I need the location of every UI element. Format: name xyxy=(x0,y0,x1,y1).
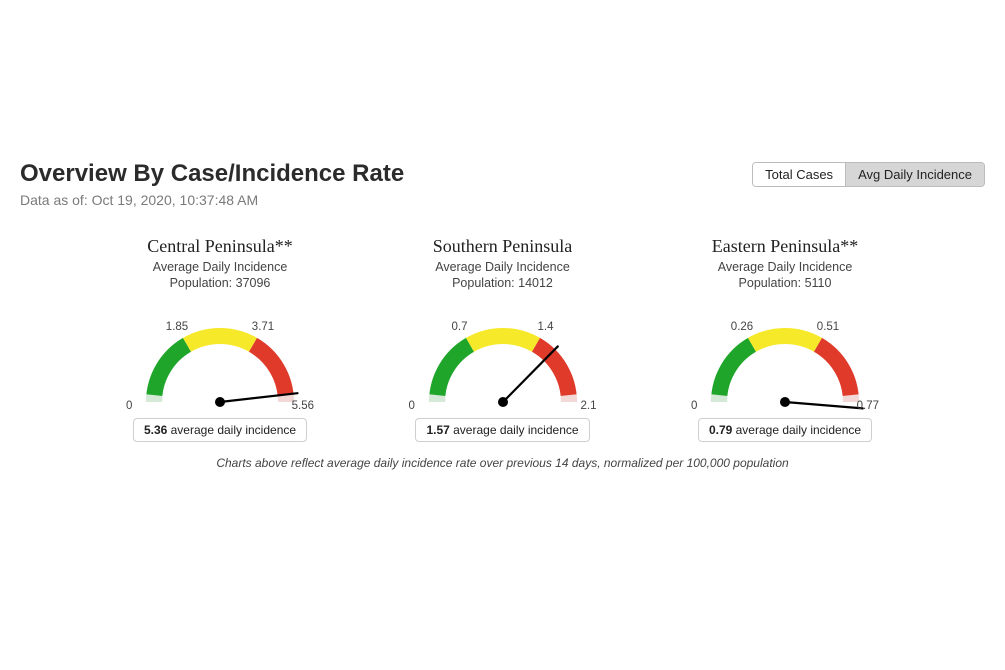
gauge-value-box: 1.57 average daily incidence xyxy=(415,418,589,442)
gauge-subtitle: Average Daily Incidence Population: 1401… xyxy=(435,259,570,292)
gauge-value: 5.36 xyxy=(144,423,167,437)
footnote: Charts above reflect average daily incid… xyxy=(20,456,985,470)
dashboard-panel: Overview By Case/Incidence Rate Data as … xyxy=(0,0,1005,670)
gauge-title: Central Peninsula** xyxy=(147,236,292,257)
gauge-tick-label: 0.51 xyxy=(817,321,839,333)
gauge-subtitle: Average Daily Incidence Population: 3709… xyxy=(153,259,288,292)
gauge-tick-label: 0 xyxy=(691,400,697,412)
gauge-sub-line1: Average Daily Incidence xyxy=(153,260,288,274)
gauge-tick-label: 0.26 xyxy=(731,321,753,333)
gauge-southern: Southern Peninsula Average Daily Inciden… xyxy=(373,236,633,442)
gauge-value: 0.79 xyxy=(709,423,732,437)
gauge-tick-label: 5.56 xyxy=(292,400,314,412)
gauge-tick-label: 2.1 xyxy=(581,400,597,412)
gauge-value-suffix: average daily incidence xyxy=(450,423,579,437)
gauge-central: Central Peninsula** Average Daily Incide… xyxy=(90,236,350,442)
gauge-pop-label: Population: xyxy=(452,276,518,290)
as-of-prefix: Data as of: xyxy=(20,192,92,208)
gauge-value-suffix: average daily incidence xyxy=(167,423,296,437)
gauge-tick-label: 0 xyxy=(126,400,132,412)
as-of-line: Data as of: Oct 19, 2020, 10:37:48 AM xyxy=(20,192,404,208)
toggle-total-cases[interactable]: Total Cases xyxy=(753,163,845,186)
gauge-pop-value: 14012 xyxy=(518,276,553,290)
gauge-value-box: 0.79 average daily incidence xyxy=(698,418,872,442)
gauge-sub-line1: Average Daily Incidence xyxy=(435,260,570,274)
gauge-chart: 0 0.7 1.4 2.1 xyxy=(373,296,633,416)
gauge-tick-label: 0 xyxy=(409,400,415,412)
gauge-pop-value: 37096 xyxy=(236,276,271,290)
gauge-tick-label: 0.7 xyxy=(452,321,468,333)
gauge-tick-label: 1.4 xyxy=(538,321,554,333)
gauge-value: 1.57 xyxy=(426,423,449,437)
gauge-tick-label: 0.77 xyxy=(857,400,879,412)
gauges-row: Central Peninsula** Average Daily Incide… xyxy=(20,236,985,442)
gauge-pop-label: Population: xyxy=(739,276,805,290)
gauge-subtitle: Average Daily Incidence Population: 5110 xyxy=(718,259,853,292)
gauge-value-box: 5.36 average daily incidence xyxy=(133,418,307,442)
gauge-value-suffix: average daily incidence xyxy=(732,423,861,437)
page-title: Overview By Case/Incidence Rate xyxy=(20,160,404,188)
toggle-avg-daily-incidence[interactable]: Avg Daily Incidence xyxy=(845,163,984,186)
gauge-pop-value: 5110 xyxy=(805,276,832,290)
gauge-sub-line1: Average Daily Incidence xyxy=(718,260,853,274)
gauge-title: Eastern Peninsula** xyxy=(712,236,858,257)
gauge-eastern: Eastern Peninsula** Average Daily Incide… xyxy=(655,236,915,442)
gauge-chart: 0 0.26 0.51 0.77 xyxy=(655,296,915,416)
gauge-title: Southern Peninsula xyxy=(433,236,573,257)
gauge-pop-label: Population: xyxy=(170,276,236,290)
gauge-chart: 0 1.85 3.71 5.56 xyxy=(90,296,350,416)
title-block: Overview By Case/Incidence Rate Data as … xyxy=(20,160,404,208)
header-row: Overview By Case/Incidence Rate Data as … xyxy=(20,160,985,208)
as-of-value: Oct 19, 2020, 10:37:48 AM xyxy=(92,192,259,208)
gauge-tick-label: 1.85 xyxy=(166,321,188,333)
gauge-tick-label: 3.71 xyxy=(252,321,274,333)
view-toggle: Total Cases Avg Daily Incidence xyxy=(752,162,985,187)
